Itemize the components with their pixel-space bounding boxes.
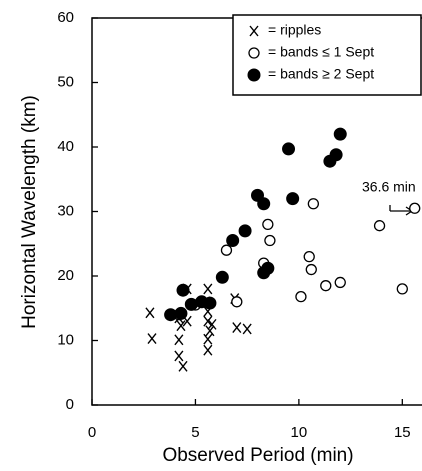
point [261,261,275,275]
point [203,344,213,356]
legend-label: = bands ≤ 1 Sept [268,44,374,60]
point [396,283,408,295]
point [305,263,317,276]
y-tick-label: 60 [57,9,74,26]
point [203,283,213,295]
point [147,333,157,345]
point [333,127,347,141]
point [174,350,184,362]
point [334,276,346,289]
point [282,142,296,156]
point [329,148,343,162]
point [215,270,229,284]
legend-label: = ripples [268,22,321,38]
y-tick-label: 20 [57,267,74,284]
legend-marker [249,25,259,37]
point [178,360,188,372]
point [203,296,217,310]
x-tick-label: 0 [88,424,96,441]
annotation-arrow [389,205,414,216]
point [303,250,315,263]
point [295,290,307,303]
point [174,334,184,346]
legend-marker [248,47,260,59]
annotation: 36.6 min [362,179,416,195]
point [307,198,320,210]
point [257,197,271,211]
point [262,218,274,231]
y-tick-label: 50 [57,73,74,90]
y-tick-label: 30 [57,202,74,219]
legend-box [232,14,422,96]
point [286,192,300,206]
point [320,280,332,292]
point [176,320,186,332]
x-axis-label: Observed Period (min) [162,445,353,466]
point [232,322,242,334]
point [373,220,386,232]
point [205,325,215,337]
y-tick-label: 40 [57,138,74,155]
point [264,234,276,247]
point [203,333,213,345]
y-axis-label: Horizontal Wavelength (km) [19,95,40,329]
point [220,244,233,256]
point [238,224,252,238]
point [207,318,217,330]
point [176,283,190,297]
point [226,234,240,248]
x-tick-label: 5 [191,424,199,441]
x-tick-label: 10 [291,424,308,441]
legend-label: = bands ≥ 2 Sept [268,66,374,82]
x-tick-label: 15 [394,424,411,441]
point [203,315,213,327]
point [409,202,421,214]
point [242,323,252,335]
point [231,296,243,308]
point [145,307,155,319]
y-tick-label: 0 [66,396,74,413]
legend-marker [247,68,261,82]
y-tick-label: 10 [57,331,74,348]
point [174,306,188,320]
